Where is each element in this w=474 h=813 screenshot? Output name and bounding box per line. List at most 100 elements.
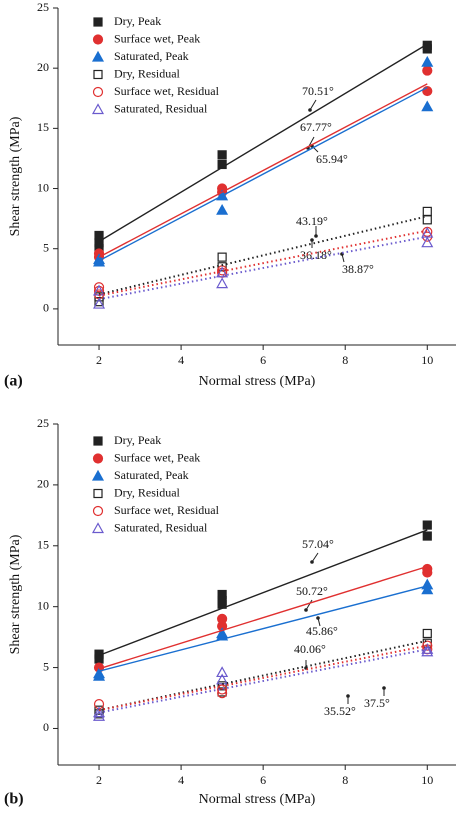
arrow-head [304,608,308,612]
fit-line [98,639,428,712]
point [93,669,106,681]
point [422,65,433,76]
point [216,666,229,678]
legend-label: Saturated, Peak [114,468,189,482]
annotation: 45.86° [306,624,338,638]
y-tick-label: 25 [37,0,49,14]
point [421,643,434,654]
y-tick-label: 10 [37,598,49,612]
y-tick-label: 20 [37,477,49,491]
annotation: 50.72° [296,584,328,598]
point [421,100,434,112]
point [422,567,433,578]
legend-marker [91,103,105,115]
y-tick-label: 20 [37,60,49,74]
point [94,654,104,664]
x-tick-label: 2 [96,773,102,787]
x-tick-label: 4 [178,353,184,367]
x-tick-label: 10 [421,773,433,787]
legend-label: Dry, Peak [114,433,161,447]
point [422,531,432,541]
arrow-head [346,694,350,698]
annotation-arrow [305,599,313,611]
y-tick-label: 15 [37,120,49,134]
fit-line [98,648,428,714]
arrow-head [316,616,320,620]
legend-label: Surface wet, Peak [114,450,200,464]
annotation: 67.77° [300,120,332,134]
y-tick-label: 15 [37,538,49,552]
point [217,684,228,695]
x-tick-label: 8 [342,773,348,787]
x-axis-label: Normal stress (MPa) [199,374,316,389]
y-tick-label: 10 [37,180,49,194]
annotation: 36.18° [300,248,332,262]
point [422,520,432,530]
annotation-arrow [309,99,317,111]
panel: 0 5 10 15 20 25 2 4 6 8 10 Normal stress (MPa) Shear… [4,416,456,808]
point [217,150,227,160]
x-tick-label: 10 [421,353,433,367]
legend-marker [91,469,105,481]
panel-label: (a) [4,373,23,390]
point [422,628,432,639]
point [216,203,229,215]
fit-line [98,644,428,712]
legend-marker [93,69,103,80]
y-tick-label: 25 [37,416,49,430]
point [216,277,229,289]
fit-line [98,565,428,670]
point [421,645,434,657]
annotation: 35.52° [324,704,356,718]
arrow-head [382,686,386,690]
annotation: 65.94° [316,152,348,166]
fit-line [98,585,428,672]
legend-label: Saturated, Residual [114,520,208,534]
legend-marker [92,34,104,45]
legend-marker [93,436,103,446]
y-axis-label: Shear strength (MPa) [8,116,23,236]
point [93,282,105,293]
arrow-head [308,108,312,112]
legend-marker [91,522,105,534]
point [422,215,432,225]
fit-line [98,229,428,297]
legend-label: Dry, Peak [114,14,161,28]
point [421,583,434,595]
point [93,706,106,718]
annotation: 43.19° [296,214,328,228]
y-tick-label: 5 [43,659,49,673]
fit-line [98,529,428,657]
point [422,206,432,217]
panel-label: (b) [4,791,24,808]
y-tick-label: 5 [43,240,49,254]
legend-marker [92,86,104,98]
legend-label: Surface wet, Residual [114,84,220,98]
annotation: 38.87° [342,262,374,276]
legend-label: Surface wet, Peak [114,31,200,45]
legend-label: Saturated, Peak [114,49,189,63]
fit-line [98,83,428,258]
point [93,255,106,267]
annotation: 37.5° [364,696,390,710]
x-tick-label: 6 [260,773,266,787]
y-tick-label: 0 [43,720,49,734]
x-tick-label: 8 [342,353,348,367]
y-tick-label: 0 [43,301,49,315]
annotation: 57.04° [302,537,334,551]
fit-line [98,86,428,262]
annotation-arrow [311,552,319,563]
legend-marker [92,453,104,464]
x-tick-label: 2 [96,353,102,367]
x-axis-label: Normal stress (MPa) [199,792,316,807]
point [216,673,229,685]
legend-label: Dry, Residual [114,66,181,80]
point [421,236,434,248]
legend-marker [92,505,104,517]
x-tick-label: 6 [260,353,266,367]
fit-line [98,215,428,296]
arrow-head [310,238,314,242]
y-axis-label: Shear strength (MPa) [8,534,23,654]
point [217,252,227,262]
